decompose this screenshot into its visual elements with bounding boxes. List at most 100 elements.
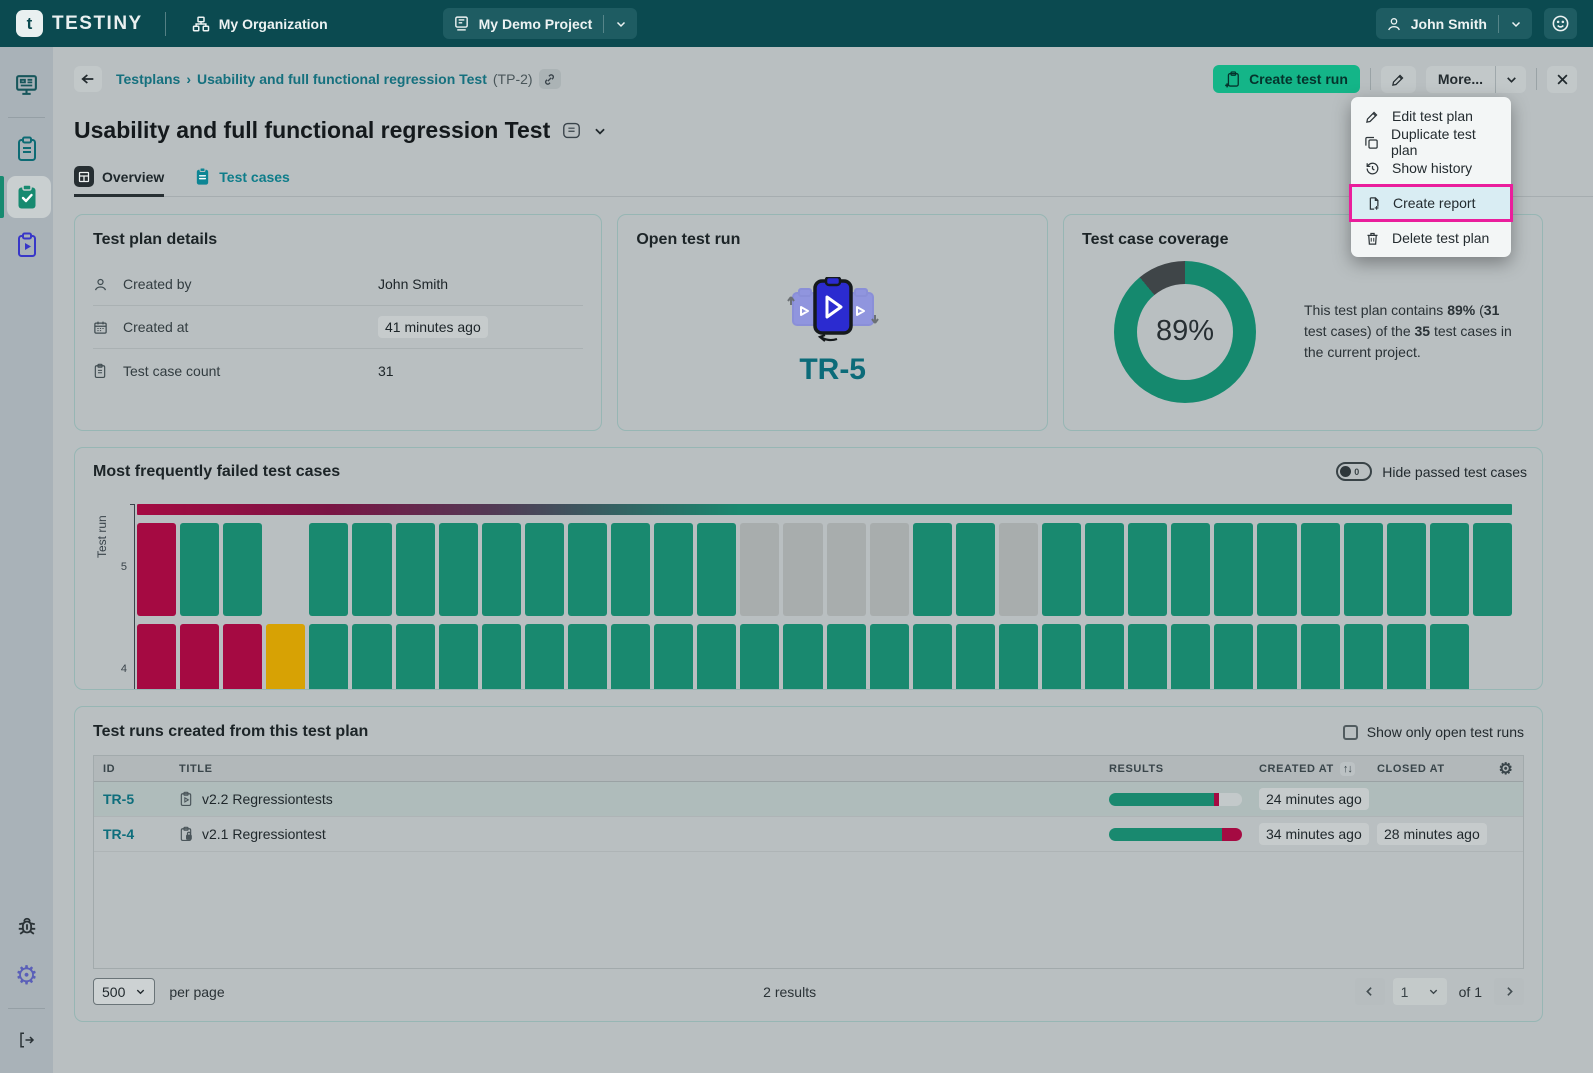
chart-cell-passed[interactable] — [567, 523, 608, 616]
chart-cell-skipped[interactable] — [998, 523, 1038, 616]
user-menu[interactable]: John Smith — [1375, 8, 1532, 39]
tab-overview[interactable]: Overview — [74, 166, 165, 197]
chart-cell-passed[interactable] — [352, 523, 392, 616]
chart-cell-skipped[interactable] — [826, 523, 866, 616]
chart-cell-passed[interactable] — [1171, 523, 1211, 616]
chart-cell-passed[interactable] — [1386, 523, 1426, 616]
sidebar-item-bug-report[interactable] — [0, 904, 53, 950]
chart-cell-passed[interactable] — [611, 523, 651, 616]
chart-cell-failed[interactable] — [137, 624, 177, 689]
chart-cell-passed[interactable] — [697, 624, 737, 689]
chart-cell-passed[interactable] — [524, 523, 564, 616]
chart-cell-passed[interactable] — [1472, 523, 1512, 616]
sidebar-collapse-button[interactable] — [0, 1017, 53, 1063]
menu-item-edit-test-plan[interactable]: Edit test plan — [1351, 103, 1511, 129]
show-open-runs-filter[interactable]: Show only open test runs — [1342, 724, 1524, 740]
chart-cell-passed[interactable] — [1300, 523, 1340, 616]
chart-cell-failed[interactable] — [137, 523, 177, 616]
chart-cell-passed[interactable] — [1085, 523, 1125, 616]
table-row-tr-5[interactable]: TR-5 v2.2 Regressiontests 24 minutes ago — [94, 782, 1523, 817]
chart-cell-passed[interactable] — [1171, 624, 1211, 689]
help-feedback-button[interactable] — [1544, 8, 1577, 39]
chart-cell-passed[interactable] — [697, 523, 737, 616]
chart-cell-passed[interactable] — [352, 624, 392, 689]
chart-cell-passed[interactable] — [567, 624, 608, 689]
chart-cell-passed[interactable] — [309, 523, 349, 616]
test-run-play-icon[interactable] — [785, 276, 881, 343]
sidebar-item-settings[interactable]: ⚙ — [0, 952, 53, 998]
chart-cell-passed[interactable] — [309, 624, 349, 689]
table-row-tr-4[interactable]: TR-4 v2.1 Regressiontest 34 minutes ago … — [94, 817, 1523, 852]
chart-cell-passed[interactable] — [955, 624, 995, 689]
chart-cell-passed[interactable] — [654, 624, 694, 689]
sidebar-item-test-cases[interactable] — [0, 126, 53, 172]
project-switcher[interactable]: My Demo Project — [442, 8, 638, 39]
chart-cell-passed[interactable] — [998, 624, 1038, 689]
chart-cell-passed[interactable] — [912, 624, 952, 689]
sidebar-item-dashboard[interactable] — [0, 61, 53, 107]
copy-link-button[interactable] — [538, 69, 561, 89]
chart-cell-passed[interactable] — [524, 624, 564, 689]
chart-cell-passed[interactable] — [955, 523, 995, 616]
chart-cell-passed[interactable] — [1429, 523, 1469, 616]
chart-cell-passed[interactable] — [1128, 624, 1168, 689]
chart-cell-skipped[interactable] — [783, 523, 823, 616]
chart-cell-passed[interactable] — [1041, 523, 1082, 616]
chart-cell-passed[interactable] — [223, 523, 263, 616]
chart-cell-passed[interactable] — [912, 523, 952, 616]
chart-cell-untested[interactable] — [266, 624, 306, 689]
sort-icon[interactable]: ↑↓ — [1339, 761, 1355, 776]
chart-cell-passed[interactable] — [611, 624, 651, 689]
chart-cell-passed[interactable] — [395, 624, 435, 689]
sidebar-item-test-runs[interactable] — [0, 222, 53, 268]
chart-cell-skipped[interactable] — [740, 523, 780, 616]
close-button[interactable] — [1547, 65, 1577, 93]
chart-cell-passed[interactable] — [1214, 624, 1254, 689]
chart-cell-passed[interactable] — [654, 523, 694, 616]
chart-cell-passed[interactable] — [1343, 523, 1383, 616]
chart-cell-passed[interactable] — [438, 624, 478, 689]
menu-item-duplicate-test-plan[interactable]: Duplicate test plan — [1351, 126, 1511, 158]
chart-cell-passed[interactable] — [1300, 624, 1340, 689]
edit-button[interactable] — [1380, 65, 1416, 93]
chart-cell-passed[interactable] — [1386, 624, 1426, 689]
create-test-run-button[interactable]: Create test run — [1213, 65, 1360, 93]
chart-cell-passed[interactable] — [1257, 624, 1297, 689]
column-header-id[interactable]: ID — [103, 762, 116, 775]
chart-cell-skipped[interactable] — [869, 523, 909, 616]
menu-item-create-report[interactable]: Create report — [1349, 184, 1513, 222]
chart-cell-passed[interactable] — [826, 624, 866, 689]
per-page-select[interactable]: 500 — [93, 978, 156, 1005]
chart-cell-passed[interactable] — [740, 624, 780, 689]
column-header-title[interactable]: TITLE — [179, 762, 213, 775]
chart-cell-passed[interactable] — [1429, 624, 1469, 689]
chart-cell-passed[interactable] — [1343, 624, 1383, 689]
chart-cell-passed[interactable] — [438, 523, 478, 616]
chart-cell-passed[interactable] — [395, 523, 435, 616]
chart-cell-passed[interactable] — [869, 624, 909, 689]
chart-cell-passed[interactable] — [1041, 624, 1082, 689]
more-button[interactable]: More... — [1437, 71, 1483, 87]
hide-passed-toggle[interactable]: 0 — [1336, 462, 1373, 481]
column-header-results[interactable]: RESULTS — [1109, 762, 1164, 775]
column-header-created-at[interactable]: CREATED AT ↑↓ — [1259, 761, 1377, 776]
next-page-button[interactable] — [1494, 978, 1524, 1005]
page-number-select[interactable]: 1 — [1392, 978, 1447, 1005]
column-header-closed-at[interactable]: CLOSED AT — [1377, 762, 1445, 775]
chevron-down-icon[interactable] — [1510, 18, 1522, 30]
title-chevron-icon[interactable] — [593, 124, 607, 138]
table-settings-button[interactable]: ⚙ — [1489, 759, 1523, 779]
menu-item-delete-test-plan[interactable]: Delete test plan — [1351, 225, 1511, 251]
breadcrumb-current-link[interactable]: Usability and full functional regression… — [196, 71, 487, 87]
brand-logo[interactable]: t TESTINY — [16, 10, 143, 37]
run-title[interactable]: v2.1 Regressiontest — [202, 826, 326, 842]
tab-test-cases[interactable]: Test cases — [194, 166, 290, 196]
chart-cell-failed[interactable] — [180, 624, 220, 689]
run-title[interactable]: v2.2 Regressiontests — [202, 791, 333, 807]
sidebar-item-test-plans[interactable] — [0, 174, 53, 220]
chart-cell-passed[interactable] — [783, 624, 823, 689]
chart-cell-failed[interactable] — [223, 624, 263, 689]
chart-cell-passed[interactable] — [1128, 523, 1168, 616]
chevron-down-icon[interactable] — [615, 18, 627, 30]
back-button[interactable] — [74, 66, 102, 92]
